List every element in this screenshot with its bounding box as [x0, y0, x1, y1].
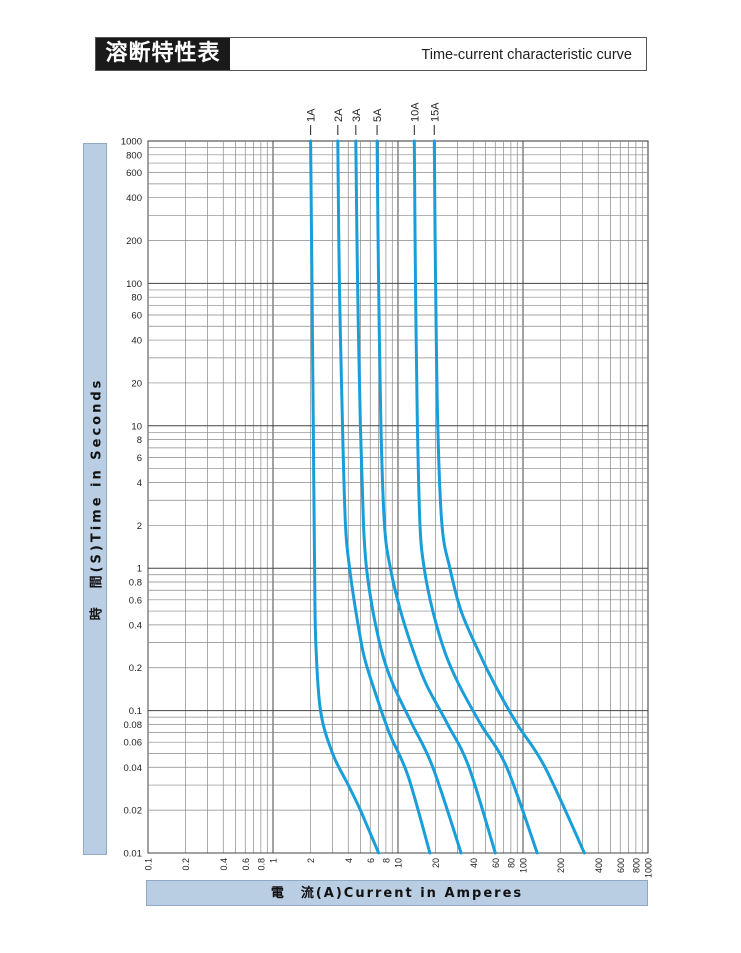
y-tick-label: 20	[131, 378, 142, 389]
y-tick-label: 0.8	[129, 578, 142, 589]
x-tick-label: 0.1	[144, 858, 154, 871]
y-tick-label: 4	[137, 478, 142, 489]
x-tick-label: 6	[366, 858, 376, 863]
title-english: Time-current characteristic curve	[421, 47, 632, 63]
y-tick-label: 0.08	[124, 720, 143, 731]
y-tick-label: 10	[131, 421, 142, 432]
y-tick-label: 600	[126, 168, 142, 179]
series-label-3A: 3A	[351, 108, 363, 122]
y-tick-label: 0.06	[124, 738, 143, 749]
x-tick-label: 0.2	[181, 858, 191, 871]
series-label-10A: 10A	[409, 102, 421, 122]
curve-3A	[354, 139, 463, 855]
series-label-1A: 1A	[306, 108, 318, 122]
x-tick-label: 80	[506, 858, 516, 868]
y-tick-label: 6	[137, 453, 142, 464]
y-tick-label: 2	[137, 521, 142, 532]
series-label-2A: 2A	[333, 108, 345, 122]
title-japanese: 溶断特性表	[96, 38, 230, 70]
x-tick-label: 1	[269, 858, 279, 863]
x-tick-label: 10	[394, 858, 404, 868]
curve-1A	[309, 139, 381, 855]
y-tick-label: 40	[131, 336, 142, 347]
x-axis-label: 電 流(A)Current in Amperes	[146, 880, 648, 906]
y-tick-label: 0.4	[129, 620, 142, 631]
x-tick-label: 60	[491, 858, 501, 868]
series-label-15A: 15A	[429, 102, 441, 122]
y-tick-label: 400	[126, 193, 142, 204]
y-tick-label: 0.2	[129, 663, 142, 674]
y-tick-label: 800	[126, 150, 142, 161]
y-tick-label: 8	[137, 435, 142, 446]
x-tick-label: 800	[631, 858, 641, 873]
y-tick-label: 80	[131, 293, 142, 304]
y-tick-label: 0.04	[124, 763, 143, 774]
y-tick-label: 0.6	[129, 595, 142, 606]
x-tick-label: 40	[469, 858, 479, 868]
curve-2A	[336, 139, 432, 855]
x-tick-label: 4	[344, 858, 354, 863]
x-tick-label: 600	[616, 858, 626, 873]
y-tick-label: 0.01	[124, 849, 143, 860]
curve-5A	[375, 139, 497, 855]
y-tick-label: 1	[137, 564, 142, 575]
series-label-5A: 5A	[372, 108, 384, 122]
x-tick-label: 2	[306, 858, 316, 863]
x-tick-label: 400	[594, 858, 604, 873]
x-tick-label: 200	[556, 858, 566, 873]
curve-10A	[412, 139, 539, 855]
x-tick-label: 0.6	[241, 858, 251, 871]
x-tick-label: 0.8	[256, 858, 266, 871]
y-tick-label: 200	[126, 236, 142, 247]
title-box: 溶断特性表 Time-current characteristic curve	[95, 37, 647, 71]
y-tick-label: 100	[126, 279, 142, 290]
x-tick-label: 0.4	[219, 858, 229, 871]
curve-15A	[432, 139, 586, 855]
y-tick-label: 0.02	[124, 806, 143, 817]
x-tick-label: 20	[431, 858, 441, 868]
y-tick-label: 60	[131, 310, 142, 321]
x-tick-label: 1000	[644, 858, 654, 878]
y-axis-label-box: 時 間(S)Time in Seconds	[83, 143, 107, 855]
y-tick-label: 1000	[121, 137, 142, 148]
x-tick-label: 8	[381, 858, 391, 863]
x-tick-label: 100	[519, 858, 529, 873]
y-tick-label: 0.1	[129, 706, 142, 717]
